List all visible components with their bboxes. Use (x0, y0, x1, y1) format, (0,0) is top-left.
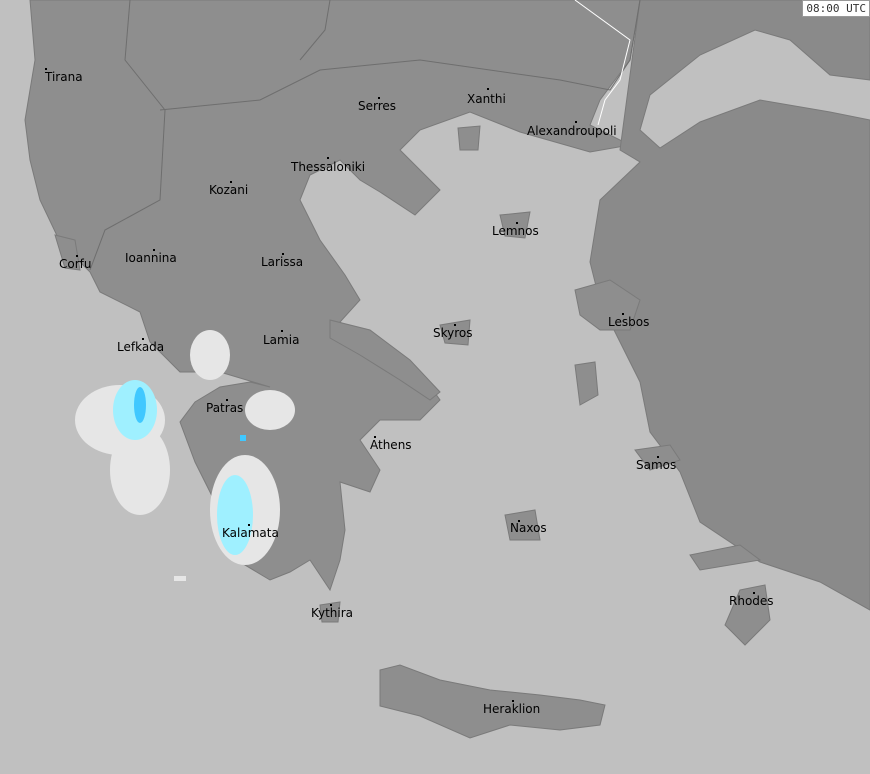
city-label: Rhodes (729, 594, 774, 608)
naxos (504, 509, 541, 541)
city-label: Thessaloniki (291, 160, 366, 174)
landmass (24, 0, 870, 739)
city-label: Skyros (433, 326, 473, 340)
city-label: Corfu (59, 257, 92, 271)
city-dot (512, 700, 514, 702)
crete (379, 664, 606, 739)
city-dot (248, 524, 250, 526)
city-label: Ioannina (125, 251, 177, 265)
timestamp-label: 08:00 UTC (802, 0, 870, 17)
city-label: Alexandroupoli (527, 124, 617, 138)
city-dot (142, 338, 144, 340)
balkans-greece-mainland (24, 0, 641, 592)
city-label: Kalamata (222, 526, 279, 540)
city-label: Xanthi (467, 92, 506, 106)
borders (89, 0, 641, 271)
kythira (319, 601, 341, 623)
city-dot (282, 253, 284, 255)
city-dot (226, 399, 228, 401)
city-label: Tirana (45, 70, 83, 84)
city-dot (330, 604, 332, 606)
city-label: Samos (636, 458, 677, 472)
city-dot (622, 313, 624, 315)
city-label: Kozani (209, 183, 249, 197)
city-dot (378, 97, 380, 99)
city-dot (281, 330, 283, 332)
city-dot (327, 157, 329, 159)
skyros (439, 319, 471, 346)
corfu (54, 234, 81, 271)
city-dot (518, 520, 520, 522)
city-dot (153, 249, 155, 251)
city-label: Naxos (510, 521, 547, 535)
city-label: Serres (358, 99, 397, 113)
euboea (329, 319, 441, 401)
city-label: Kythira (311, 606, 354, 620)
precipitation (75, 330, 295, 581)
city-dot (230, 181, 232, 183)
thasos (457, 125, 481, 151)
city-dot (657, 456, 659, 458)
city-label: Lesbos (608, 315, 650, 329)
city-label: Heraklion (483, 702, 541, 716)
chios (574, 361, 599, 406)
rhodes (724, 584, 771, 646)
city-label: Lamia (263, 333, 300, 347)
city-dot (487, 88, 489, 90)
kos (689, 544, 762, 571)
city-dot (575, 121, 577, 123)
city-dot (454, 324, 456, 326)
city-label: Patras (206, 401, 244, 415)
city-label: Larissa (261, 255, 304, 269)
city-label: Athens (370, 438, 412, 452)
city-label: Lefkada (117, 340, 165, 354)
city-dot (516, 222, 518, 224)
turkey (589, 0, 870, 611)
city-dot (45, 68, 47, 70)
lemnos (499, 211, 531, 239)
city-dot (76, 255, 78, 257)
city-dot (374, 436, 376, 438)
lesbos (574, 279, 641, 331)
city-dot (753, 592, 755, 594)
city-label: Lemnos (492, 224, 539, 238)
